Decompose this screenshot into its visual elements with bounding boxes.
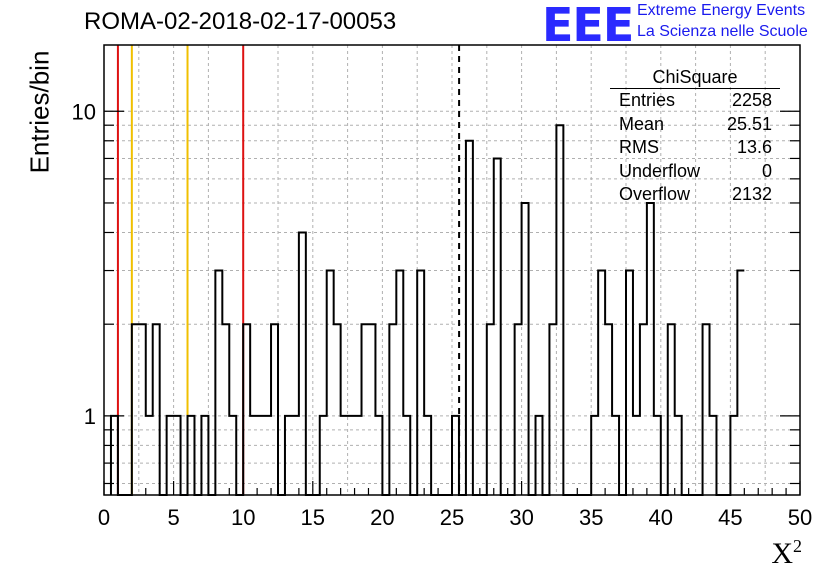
chart-title: ROMA-02-2018-02-17-00053 xyxy=(84,8,397,35)
stats-label: Underflow xyxy=(619,160,701,181)
logo-line-1: Extreme Energy Events xyxy=(637,2,806,19)
x-tick-label: 5 xyxy=(167,505,179,530)
x-tick-label: 25 xyxy=(440,505,464,530)
x-tick-label: 10 xyxy=(231,505,255,530)
stats-row: Underflow 0 xyxy=(610,160,780,184)
x-axis-label: X2 xyxy=(771,536,802,571)
x-axis-label-superscript: 2 xyxy=(793,536,802,556)
stats-row: RMS 13.6 xyxy=(610,136,780,160)
stats-row: Overflow 2132 xyxy=(610,183,780,207)
x-tick-label: 30 xyxy=(509,505,533,530)
y-tick-label: 10 xyxy=(72,99,96,124)
x-axis-label-base: X xyxy=(771,537,793,570)
x-tick-label: 15 xyxy=(301,505,325,530)
stats-label: RMS xyxy=(619,137,659,157)
y-axis-label: Entries/bin xyxy=(24,50,55,174)
logo-line-2: La Scienza nelle Scuole xyxy=(637,23,808,40)
stats-row: Entries 2258 xyxy=(610,89,780,113)
stats-value: 13.6 xyxy=(736,137,772,157)
stats-label: Mean xyxy=(619,113,665,134)
stats-label: Overflow xyxy=(619,184,691,204)
axis-ticks xyxy=(103,110,801,495)
eee-logo: EEE xyxy=(542,0,634,52)
x-tick-label: 0 xyxy=(98,505,110,530)
x-tick-label: 20 xyxy=(370,505,394,530)
y-tick-label: 1 xyxy=(84,404,96,429)
x-tick-label: 40 xyxy=(649,505,673,530)
x-tick-label: 35 xyxy=(579,505,603,530)
stats-row: Mean 25.51 xyxy=(610,113,780,137)
stats-value: 2132 xyxy=(731,184,772,204)
marker-lines xyxy=(116,45,461,495)
stats-value: 25.51 xyxy=(726,113,772,134)
stats-label: Entries xyxy=(619,90,676,110)
stats-title: ChiSquare xyxy=(610,66,780,89)
y-tick-labels: 1 10 xyxy=(72,99,96,429)
x-tick-labels: 0 5 10 15 20 25 30 35 40 45 50 xyxy=(98,505,812,530)
stats-box: ChiSquare Entries 2258 Mean 25.51 RMS 13.6 … xyxy=(610,66,780,207)
stats-value: 0 xyxy=(761,160,772,181)
x-tick-label: 45 xyxy=(718,505,742,530)
stats-value: 2258 xyxy=(731,90,772,110)
x-tick-label: 50 xyxy=(788,505,812,530)
